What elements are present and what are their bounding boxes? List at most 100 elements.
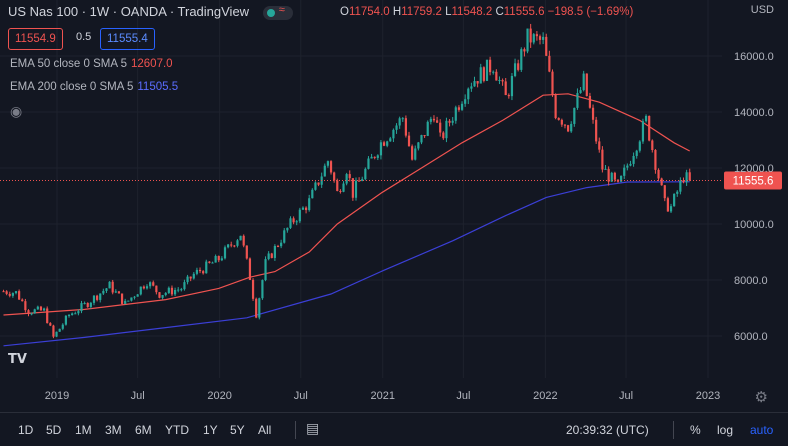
candle-body — [654, 149, 657, 170]
candle-body — [538, 36, 542, 40]
candle-body — [510, 75, 514, 97]
candle-body — [464, 99, 467, 104]
symbol-title[interactable]: US Nas 100 · 1W · OANDA · TradingView — [8, 4, 250, 19]
candle-body — [326, 161, 330, 166]
x-tick-label: 2021 — [370, 390, 394, 402]
candle-body — [18, 291, 21, 300]
candle-body — [595, 119, 598, 142]
y-tick-label: 6000.0 — [734, 331, 768, 343]
candle-body — [155, 285, 158, 293]
candle-body — [657, 169, 660, 179]
candle-body — [186, 276, 189, 283]
candle-body — [27, 310, 30, 315]
candle-body — [342, 183, 345, 192]
indicator-ema-50[interactable]: EMA 50 close 0 SMA 5 12607.0 — [10, 58, 173, 70]
x-tick-label: Jul — [131, 390, 145, 402]
candle-body — [651, 140, 654, 150]
candle-body — [520, 49, 523, 70]
candle-body — [323, 165, 326, 177]
open-value: 11754.0 — [348, 6, 390, 18]
candle-body — [395, 125, 398, 130]
candle-body — [177, 289, 180, 291]
y-tick-label: 12000.0 — [734, 163, 774, 175]
high-label: H — [392, 6, 402, 18]
candle-body — [389, 138, 392, 142]
hide-indicators-eye-icon[interactable]: ◉ — [10, 103, 23, 119]
candle-body — [407, 135, 411, 147]
settings-gear-icon[interactable]: ⚙ — [754, 389, 768, 406]
candle-body — [591, 107, 595, 120]
candle-body — [457, 107, 461, 110]
timeframe-5y[interactable]: 5Y — [230, 423, 245, 437]
candle-body — [111, 281, 114, 293]
symbol-header[interactable]: US Nas 100 · 1W · OANDA · TradingView ≈ — [8, 4, 293, 20]
candle-body — [367, 158, 370, 169]
buy-button[interactable]: 11555.4 — [100, 28, 155, 50]
open-label: O — [340, 6, 349, 18]
candle-body — [607, 168, 610, 182]
indicator-ema-200[interactable]: EMA 200 close 0 SMA 5 11505.5 — [10, 81, 178, 93]
high-value: 11759.2 — [401, 6, 442, 18]
timeframe-1m[interactable]: 1M — [75, 423, 92, 437]
candle-body — [676, 191, 679, 194]
timeframe-all[interactable]: All — [258, 423, 272, 437]
bottom-toolbar: 1D 5D 1M 3M 6M YTD 1Y 5Y All ▤ 20:39:32 … — [0, 412, 788, 446]
candle-body — [280, 242, 283, 247]
tradingview-logo[interactable]: TV — [8, 352, 27, 367]
candle-body — [145, 286, 149, 289]
candle-body — [414, 148, 417, 160]
candle-body — [211, 262, 214, 264]
candle-body — [485, 59, 489, 81]
candle-body — [504, 81, 507, 96]
candle-body — [142, 286, 145, 289]
candle-body — [158, 292, 161, 298]
candle-body — [120, 293, 124, 304]
x-tick-label: Jul — [619, 390, 633, 402]
candle-body — [542, 36, 545, 40]
market-status-pill[interactable]: ≈ — [262, 4, 293, 20]
candle-body — [167, 287, 170, 293]
candle-body — [517, 63, 520, 70]
candle-body — [36, 306, 39, 310]
currency-label[interactable]: USD — [750, 4, 774, 16]
change-value: −198.5 (−1.69%) — [547, 6, 634, 18]
timeframe-1d[interactable]: 1D — [18, 423, 34, 437]
y-tick-label: 14000.0 — [734, 107, 774, 119]
clock-time[interactable]: 20:39:32 (UTC) — [566, 423, 649, 437]
time-axis[interactable]: 2019 Jul 2020 Jul 2021 Jul 2022 Jul 2023 — [45, 390, 720, 402]
x-tick-label: 2022 — [533, 390, 557, 402]
sell-button[interactable]: 11554.9 — [8, 28, 63, 50]
market-open-dot-icon — [266, 8, 275, 17]
go-to-date-calendar-icon[interactable]: ▤ — [306, 420, 320, 436]
timeframe-1y[interactable]: 1Y — [203, 423, 218, 437]
indicator-ema-200-label: EMA 200 close 0 SMA 5 — [10, 81, 134, 93]
candle-body — [74, 313, 77, 315]
close-value: 11555.6 — [503, 6, 545, 18]
close-label: C — [495, 6, 504, 18]
price-axis[interactable]: 6000.0 8000.0 10000.0 12000.0 14000.0 16000.0 — [734, 51, 774, 343]
candle-body — [286, 227, 289, 231]
candle-body — [666, 198, 669, 212]
timeframe-6m[interactable]: 6M — [135, 423, 152, 437]
candle-body — [610, 172, 613, 182]
candle-body — [314, 182, 317, 190]
candle-body — [92, 295, 96, 303]
toolbar-divider — [295, 421, 296, 439]
candle-body — [245, 245, 248, 259]
log-scale-toggle[interactable]: log — [717, 423, 734, 437]
timeframe-3m[interactable]: 3M — [105, 423, 122, 437]
candle-body — [198, 269, 202, 272]
candle-body — [492, 71, 495, 73]
percent-scale-toggle[interactable]: % — [690, 423, 701, 437]
candle-body — [242, 235, 245, 246]
candle-body — [382, 142, 386, 146]
candle-body — [623, 167, 626, 176]
candle-body — [460, 103, 464, 110]
price-chart[interactable]: 11555.6 6000.0 8000.0 10000.0 12000.0 14000.… — [0, 0, 788, 412]
candle-body — [476, 81, 479, 84]
candle-body — [152, 282, 155, 286]
auto-scale-toggle[interactable]: auto — [750, 423, 774, 437]
timeframe-ytd[interactable]: YTD — [165, 423, 189, 437]
timeframe-5d[interactable]: 5D — [46, 423, 62, 437]
candle-body — [273, 245, 276, 258]
